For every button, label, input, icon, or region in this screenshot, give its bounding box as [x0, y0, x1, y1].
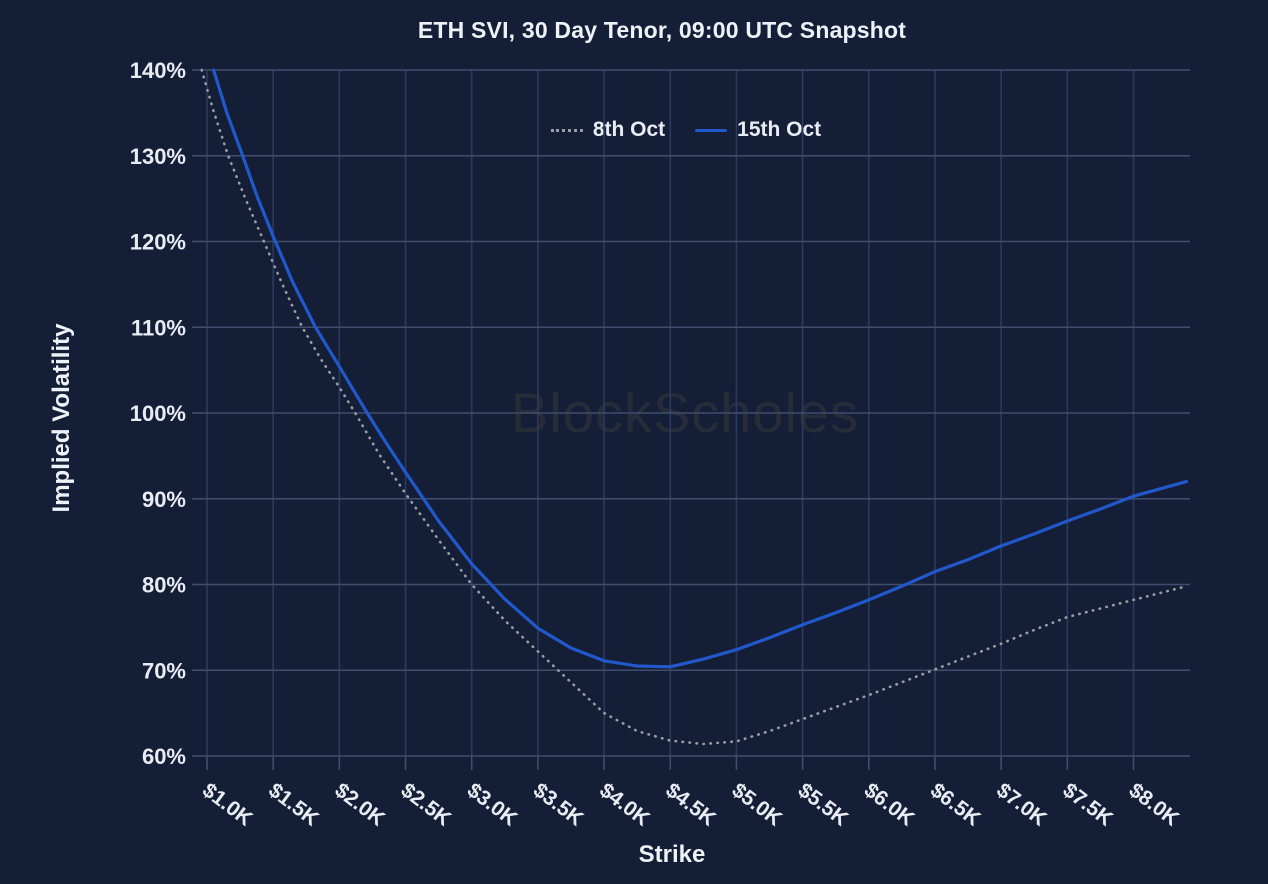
- x-axis-title: Strike: [638, 841, 706, 868]
- x-tick-label: $5.5K: [794, 779, 853, 831]
- legend-swatch-dotted-line: [550, 128, 583, 132]
- x-tick-label: $5.0K: [727, 779, 786, 831]
- x-tick-label: $1.0K: [198, 779, 257, 831]
- y-axis-title: Implied Volatility: [48, 323, 75, 513]
- x-tick-label: $6.5K: [926, 779, 985, 831]
- y-tick-label: 70%: [142, 658, 186, 683]
- y-tick-label: 60%: [142, 744, 186, 769]
- chart-title: ETH SVI, 30 Day Tenor, 09:00 UTC Snapsho…: [417, 17, 907, 43]
- x-tick-label: $3.5K: [529, 779, 588, 831]
- y-tick-label: 80%: [142, 573, 186, 598]
- x-tick-label: $7.0K: [992, 779, 1051, 831]
- y-tick-label: 120%: [130, 230, 186, 255]
- x-tick-label: $3.0K: [463, 779, 522, 831]
- x-tick-label: $7.5K: [1058, 779, 1117, 831]
- x-tick-label: $6.0K: [860, 779, 919, 831]
- x-tick-label: $2.5K: [397, 779, 456, 831]
- y-tick-label: 100%: [130, 401, 186, 426]
- x-tick-label: $1.5K: [264, 779, 323, 831]
- x-tick-label: $4.5K: [661, 779, 720, 831]
- legend-label-15th-oct: 15th Oct: [737, 118, 822, 141]
- x-tick-label: $2.0K: [330, 779, 389, 831]
- x-tick-label: $4.0K: [595, 779, 654, 831]
- y-tick-label: 90%: [142, 487, 186, 512]
- x-tick-label: $8.0K: [1125, 779, 1184, 831]
- y-tick-label: 140%: [130, 58, 186, 83]
- series-line-8th-oct: [200, 68, 1188, 746]
- legend: 8th Oct 15th Oct: [55, 118, 1268, 142]
- legend-label-8th-oct: 8th Oct: [592, 118, 666, 141]
- legend-swatch-solid-line: [695, 128, 728, 132]
- y-tick-label: 130%: [130, 144, 186, 169]
- y-tick-label: 110%: [131, 315, 186, 340]
- series-line-15th-oct: [212, 68, 1189, 669]
